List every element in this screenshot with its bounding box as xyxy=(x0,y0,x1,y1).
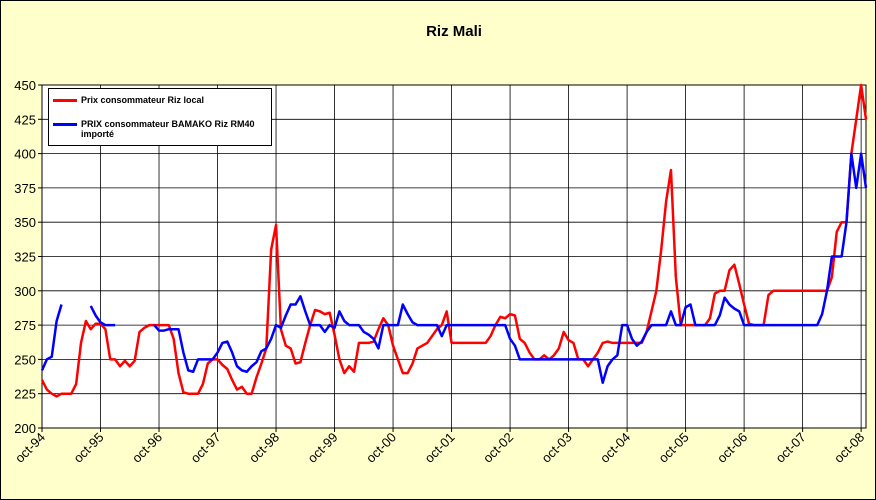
y-tick-label: 375 xyxy=(14,181,36,196)
x-tick-label: oct-96 xyxy=(129,430,165,466)
series-line xyxy=(89,305,116,327)
legend-swatch xyxy=(53,99,77,102)
y-tick-label: 325 xyxy=(14,250,36,265)
y-tick-label: 400 xyxy=(14,147,36,162)
x-tick-label: oct-06 xyxy=(714,430,750,466)
x-tick-label: oct-04 xyxy=(597,430,633,466)
series-line xyxy=(40,304,63,371)
x-tick-label: oct-95 xyxy=(70,430,106,466)
x-tick-label: oct-08 xyxy=(831,430,867,466)
x-tick-label: oct-99 xyxy=(305,430,341,466)
x-tick-label: oct-03 xyxy=(539,430,575,466)
legend: Prix consommateur Riz local PRIX consomma… xyxy=(48,88,272,146)
y-tick-label: 425 xyxy=(14,112,36,127)
y-tick-label: 250 xyxy=(14,352,36,367)
x-tick-label: oct-02 xyxy=(480,430,516,466)
y-tick-label: 275 xyxy=(14,318,36,333)
legend-item: Prix consommateur Riz local xyxy=(53,95,267,105)
x-tick-label: oct-01 xyxy=(422,430,458,466)
legend-label: PRIX consommateur BAMAKO Riz RM40 import… xyxy=(81,119,255,139)
x-tick-label: oct-97 xyxy=(187,430,223,466)
y-tick-label: 300 xyxy=(14,284,36,299)
y-tick-label: 200 xyxy=(14,421,36,436)
x-tick-label: oct-00 xyxy=(363,430,399,466)
chart-title: Riz Mali xyxy=(426,23,482,40)
legend-swatch xyxy=(53,123,77,126)
y-tick-label: 350 xyxy=(14,215,36,230)
x-tick-label: oct-98 xyxy=(246,430,282,466)
x-tick-label: oct-05 xyxy=(656,430,692,466)
x-tick-label: oct-07 xyxy=(773,430,809,466)
y-tick-label: 450 xyxy=(14,78,36,93)
series-line xyxy=(153,152,868,384)
legend-item: PRIX consommateur BAMAKO Riz RM40 import… xyxy=(53,119,267,139)
legend-label: Prix consommateur Riz local xyxy=(81,95,205,105)
series-line xyxy=(40,83,868,398)
y-tick-label: 225 xyxy=(14,387,36,402)
